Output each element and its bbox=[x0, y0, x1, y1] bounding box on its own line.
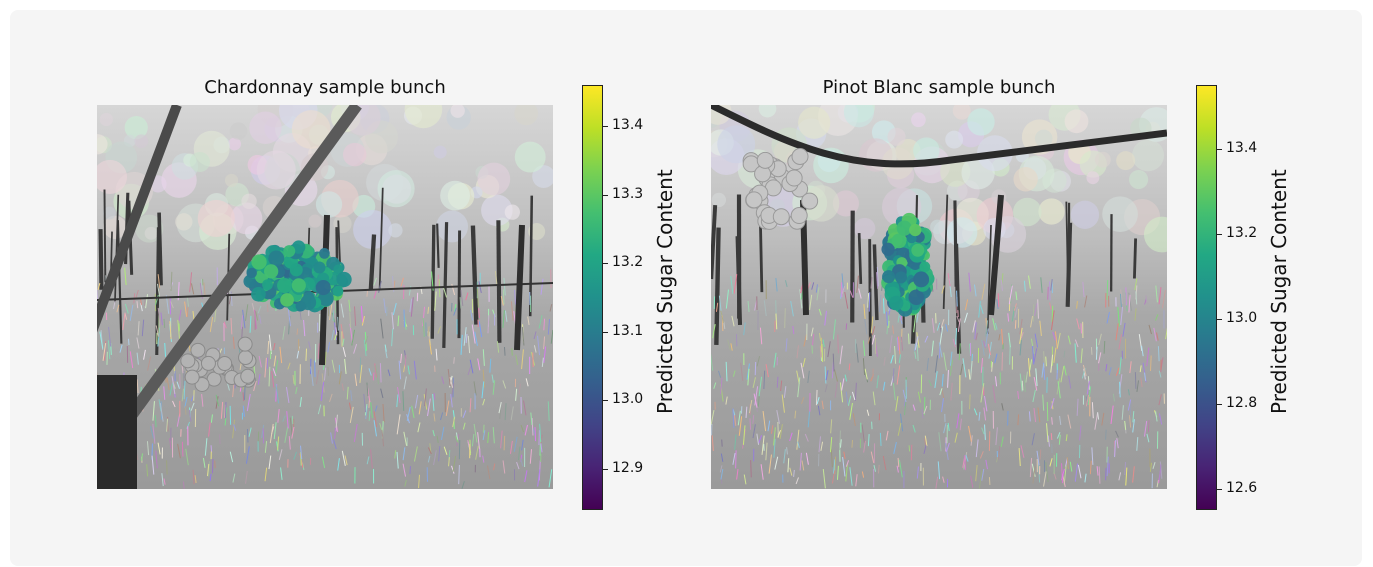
colorbar-tick-mark bbox=[1217, 148, 1222, 150]
vineyard-photo bbox=[711, 105, 1167, 489]
colorbar-tick-mark bbox=[1217, 488, 1222, 490]
colorbar-tick-mark bbox=[603, 263, 608, 265]
colorbar-tick-label: 12.6 bbox=[1226, 479, 1258, 496]
sugar-prediction-overlay bbox=[243, 240, 352, 313]
colorbar-tick-label: 12.8 bbox=[1226, 394, 1258, 411]
pinot-blanc-colorbar bbox=[1196, 85, 1217, 510]
colorbar-tick-mark bbox=[603, 126, 608, 128]
colorbar-tick-mark bbox=[1217, 318, 1222, 320]
colorbar-tick-label: 13.4 bbox=[612, 117, 644, 134]
colorbar-tick-mark bbox=[603, 331, 608, 333]
colorbar-tick-label: 13.4 bbox=[1226, 139, 1258, 156]
pinot-blanc-colorbar-label: Predicted Sugar Content bbox=[1267, 169, 1291, 414]
colorbar-tick-label: 13.3 bbox=[612, 185, 644, 202]
colorbar-tick-mark bbox=[603, 194, 608, 196]
colorbar-tick-label: 13.0 bbox=[1226, 309, 1258, 326]
colorbar-tick-mark bbox=[1217, 403, 1222, 405]
pinot-blanc-vineyard-image bbox=[711, 105, 1167, 489]
chardonnay-vineyard-image bbox=[97, 105, 553, 489]
colorbar-tick-label: 13.1 bbox=[612, 322, 644, 339]
colorbar-tick-label: 13.0 bbox=[612, 391, 644, 408]
vineyard-photo bbox=[97, 105, 553, 489]
colorbar-tick-mark bbox=[603, 400, 608, 402]
colorbar-tick-mark bbox=[1217, 233, 1222, 235]
sugar-prediction-overlay bbox=[881, 212, 935, 317]
pinot-blanc-panel-title: Pinot Blanc sample bunch bbox=[822, 77, 1056, 98]
chardonnay-colorbar bbox=[582, 85, 603, 510]
chardonnay-colorbar-label: Predicted Sugar Content bbox=[653, 169, 677, 414]
chardonnay-panel-title: Chardonnay sample bunch bbox=[204, 77, 446, 98]
colorbar-tick-label: 12.9 bbox=[612, 459, 644, 476]
colorbar-tick-label: 13.2 bbox=[612, 254, 644, 271]
colorbar-tick-label: 13.2 bbox=[1226, 224, 1258, 241]
colorbar-tick-mark bbox=[603, 468, 608, 470]
